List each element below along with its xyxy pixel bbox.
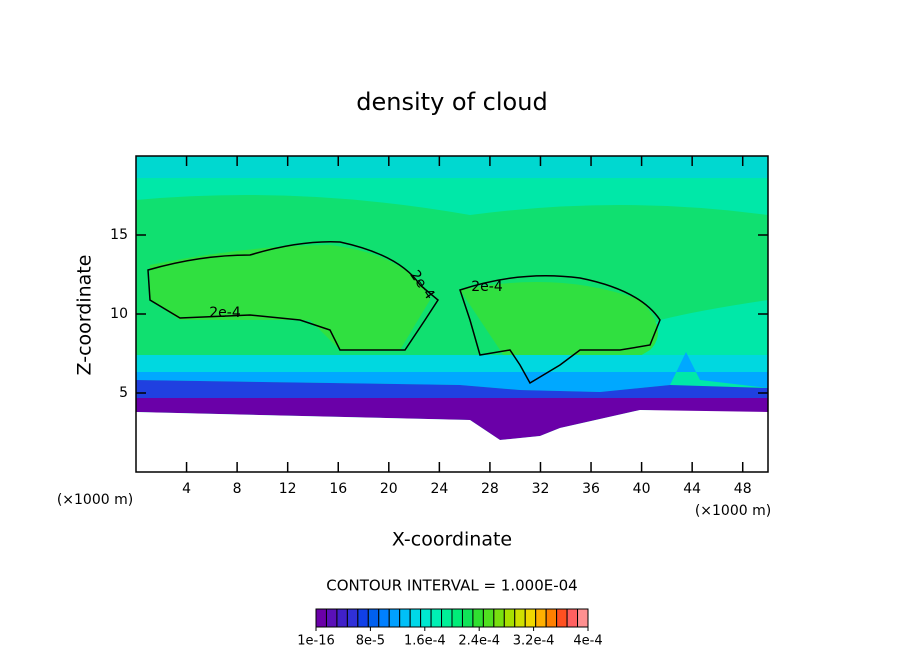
contour-line [459,275,661,385]
colorbar-box [378,608,390,628]
colorbar-box [399,608,411,628]
colorbar-box [336,608,348,628]
field-band [136,352,768,392]
x-tick-label: 28 [481,481,499,497]
colorbar-box [388,608,401,628]
colorbar-box [577,608,589,628]
colorbar-box [503,608,516,628]
y-tick-label: 10 [110,306,128,322]
colorbar-tick-label: 2.4e-4 [458,634,500,649]
colorbar-box [535,608,547,628]
y-tick-label: 15 [110,227,128,243]
x-tick-label: 48 [734,481,752,497]
colorbar-box [493,608,505,628]
field-band [136,156,768,178]
x-unit: (×1000 m) [695,503,771,519]
x-axis-title: X-coordinate [392,529,512,551]
colorbar-box [514,608,526,628]
x-tick-label: 12 [279,481,297,497]
colorbar-tick-label: 3.2e-4 [513,634,555,649]
colorbar-box [420,608,432,628]
colorbar-tick-label: 1e-16 [297,634,335,649]
colorbar-box [472,608,484,628]
x-tick-label: 40 [633,481,651,497]
y-tick-label: 5 [119,385,128,401]
x-tick-label: 36 [582,481,600,497]
x-tick-label: 20 [380,481,398,497]
field [136,156,768,472]
colorbar-box [524,608,537,628]
colorbar-box [482,608,495,628]
field-band [136,398,768,440]
x-tick-label: 4 [182,481,191,497]
x-tick-label: 16 [329,481,347,497]
colorbar-box [325,608,338,628]
colorbar-box [451,608,463,628]
colorbar-tick-label: 4e-4 [573,634,602,649]
field-blank [136,410,768,472]
colorbar-box [346,608,359,628]
colorbar-box [315,608,327,628]
y-axis-title: Z-coordinate [74,255,96,376]
field-band [136,380,768,398]
contour-line [147,241,439,351]
colorbar-box [430,608,443,628]
x-tick-label: 8 [233,481,242,497]
x-tick-label: 32 [532,481,550,497]
colorbar-box [556,608,568,628]
contour-interval: CONTOUR INTERVAL = 1.000E-04 [326,577,577,595]
field-band [136,355,768,372]
colorbar-box [461,608,474,628]
colorbar-box [441,608,453,628]
colorbar-box [357,608,369,628]
colorbar-tick-label: 8e-5 [356,634,385,649]
colorbar-box [566,608,579,628]
colorbar-box [367,608,380,628]
contour-label: 2e-4 [471,279,503,295]
colorbar-box [409,608,422,628]
chart-title: density of cloud [356,88,547,116]
x-unit: (×1000 m) [57,492,133,508]
colorbar-box [545,608,558,628]
colorbar-tick-label: 1.6e-4 [404,634,446,649]
x-tick-label: 24 [430,481,448,497]
x-tick-label: 44 [683,481,701,497]
contour-label: 2e-4 [209,305,241,321]
field-band [150,245,430,350]
